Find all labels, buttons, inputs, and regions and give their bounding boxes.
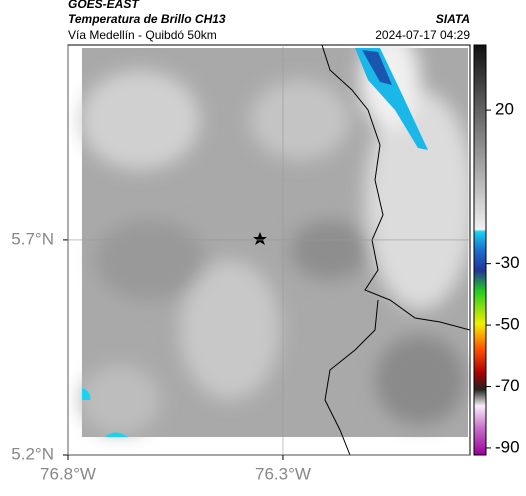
colorbar-label: -90 xyxy=(495,437,520,456)
lat-label: 5.2°N xyxy=(11,444,54,463)
colorbar xyxy=(473,44,487,456)
colorbar-label: -50 xyxy=(495,315,520,334)
colorbar-label: -30 xyxy=(495,253,520,272)
lat-label: 5.7°N xyxy=(11,229,54,248)
region: Vía Medellín - Quibdó 50km xyxy=(68,28,217,42)
source: GOES-EAST xyxy=(68,0,140,11)
colorbar-label: 20 xyxy=(495,100,514,119)
lon-label: 76.3°W xyxy=(255,464,311,483)
datetime: 2024-07-17 04:29 xyxy=(375,28,470,42)
organization: SIATA xyxy=(436,12,470,26)
lon-label: 76.8°W xyxy=(40,464,96,483)
colorbar-label: -70 xyxy=(495,376,520,395)
imagery xyxy=(80,45,470,455)
product: Temperatura de Brillo CH13 xyxy=(68,12,226,26)
